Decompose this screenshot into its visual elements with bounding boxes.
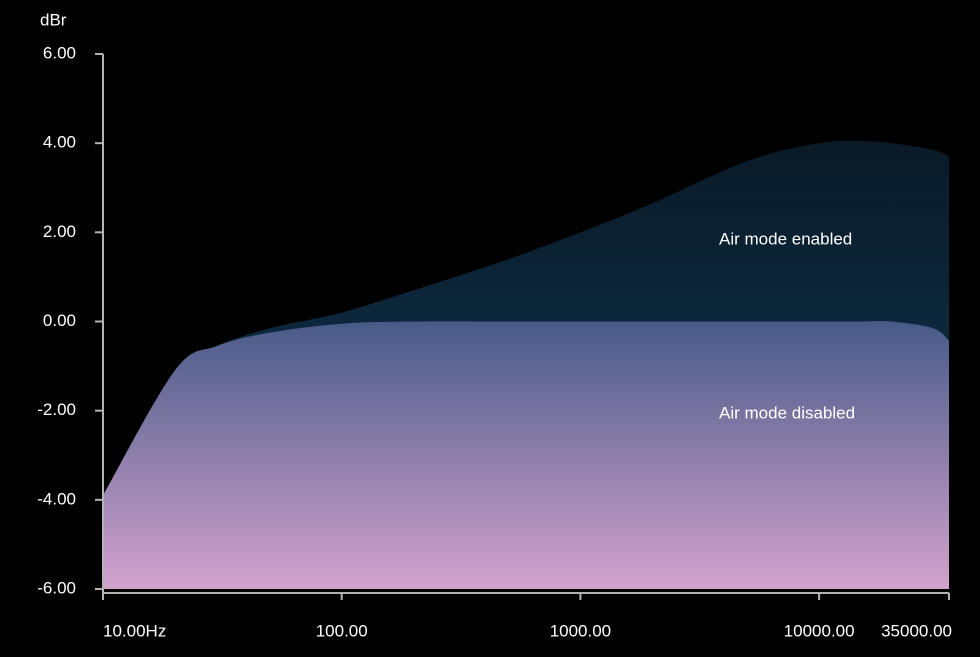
- y-tick-label: 6.00: [43, 43, 76, 62]
- series-label: Air mode enabled: [719, 229, 852, 248]
- y-axis-label: dBr: [40, 10, 67, 29]
- y-tick-label: -6.00: [37, 578, 76, 597]
- x-tick-label: 10000.00: [784, 621, 855, 640]
- x-tick-label: 10.00Hz: [103, 621, 166, 640]
- x-tick-label: 100.00: [316, 621, 368, 640]
- y-tick-label: 4.00: [43, 133, 76, 152]
- series-label: Air mode disabled: [719, 403, 855, 422]
- x-tick-label: 1000.00: [550, 621, 611, 640]
- y-tick-label: 2.00: [43, 222, 76, 241]
- area: [103, 321, 949, 589]
- x-tick-label: 35000.00: [881, 621, 952, 640]
- y-tick-label: -2.00: [37, 400, 76, 419]
- y-tick-label: -4.00: [37, 489, 76, 508]
- y-tick-label: 0.00: [43, 311, 76, 330]
